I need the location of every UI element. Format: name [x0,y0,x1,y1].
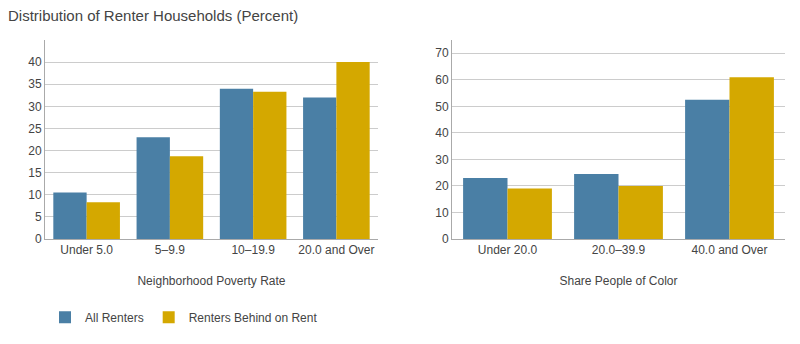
svg-text:Distribution of Renter Househo: Distribution of Renter Households (Perce… [8,7,298,24]
svg-text:Renters Behind on Rent: Renters Behind on Rent [189,311,318,325]
svg-text:35: 35 [28,77,42,91]
svg-text:5: 5 [35,210,42,224]
svg-text:60: 60 [435,73,449,87]
svg-text:20: 20 [28,144,42,158]
svg-text:Share People of Color: Share People of Color [559,274,677,288]
svg-text:40: 40 [435,126,449,140]
svg-text:10: 10 [28,188,42,202]
svg-text:15: 15 [28,166,42,180]
svg-text:50: 50 [435,100,449,114]
svg-text:Under 20.0: Under 20.0 [478,243,538,257]
svg-text:20: 20 [435,179,449,193]
svg-text:40.0 and Over: 40.0 and Over [691,243,767,257]
svg-text:40: 40 [28,55,42,69]
svg-text:30: 30 [435,153,449,167]
svg-text:10: 10 [435,206,449,220]
svg-text:5–9.9: 5–9.9 [155,243,185,257]
svg-text:20.0 and Over: 20.0 and Over [298,243,374,257]
svg-text:70: 70 [435,46,449,60]
svg-text:Under 5.0: Under 5.0 [60,243,113,257]
svg-text:All Renters: All Renters [85,311,144,325]
svg-text:0: 0 [442,232,449,246]
svg-text:10–19.9: 10–19.9 [231,243,275,257]
svg-text:30: 30 [28,100,42,114]
svg-text:25: 25 [28,122,42,136]
svg-text:20.0–39.9: 20.0–39.9 [592,243,646,257]
svg-text:0: 0 [35,232,42,246]
svg-text:Neighborhood Poverty Rate: Neighborhood Poverty Rate [137,274,285,288]
